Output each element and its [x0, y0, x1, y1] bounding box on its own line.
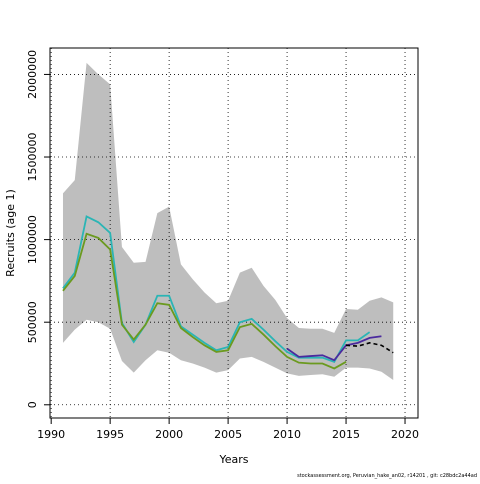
y-tick-label: 0 [26, 401, 39, 408]
series-line [62, 232, 347, 370]
y-tick-label: 1000000 [26, 215, 39, 264]
y-tick-label: 1500000 [26, 133, 39, 182]
x-tick-label: 2010 [273, 428, 301, 441]
series-line [286, 335, 382, 362]
x-axis-label: Years [218, 453, 248, 466]
footer: stockassessment.org, Peruvian_hake_an02,… [297, 473, 477, 479]
y-axis-label: Recruits (age 1) [4, 189, 17, 277]
y-tick-label: 500000 [26, 301, 39, 343]
x-tick-label: 2015 [332, 428, 360, 441]
x-tick-label: 2005 [214, 428, 242, 441]
confidence-band [62, 62, 394, 381]
series-line [62, 215, 371, 363]
x-tick-label: 1995 [96, 428, 124, 441]
x-tick-label: 2000 [155, 428, 183, 441]
x-tick-label: 2020 [391, 428, 419, 441]
y-tick-label: 2000000 [26, 50, 39, 99]
x-tick-label: 1990 [37, 428, 65, 441]
plot-frame [49, 47, 419, 419]
series-line [345, 342, 394, 354]
